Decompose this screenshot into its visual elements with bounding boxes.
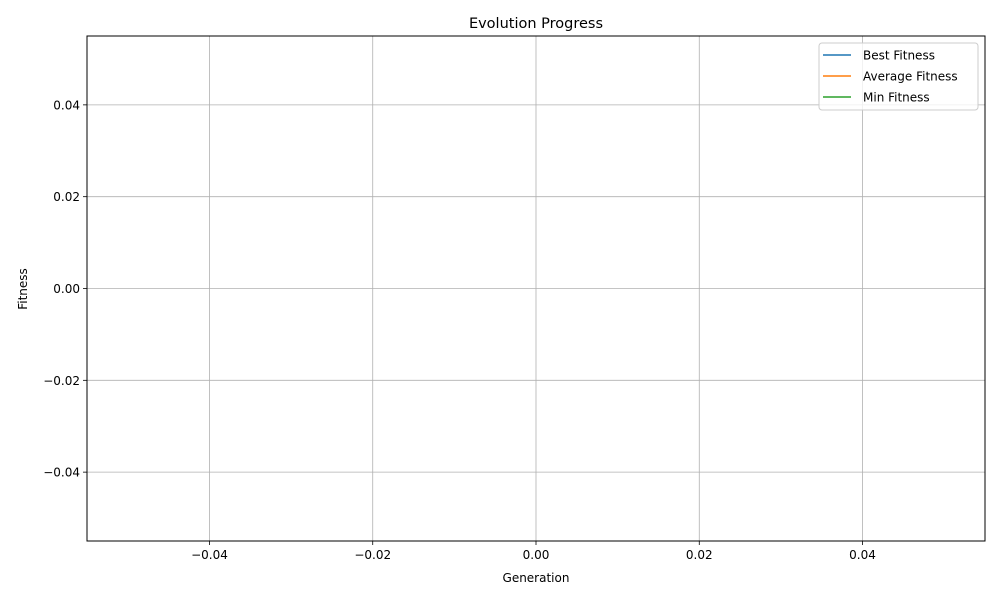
y-tick-label: −0.04: [43, 466, 80, 480]
x-tick-label: 0.02: [686, 548, 713, 562]
x-axis-label: Generation: [503, 571, 570, 585]
grid: [87, 36, 985, 541]
x-tick-label: −0.04: [191, 548, 228, 562]
legend-label: Min Fitness: [863, 91, 930, 105]
y-tick-label: 0.00: [53, 282, 80, 296]
x-tick-label: 0.04: [849, 548, 876, 562]
legend-box: [818, 42, 979, 111]
legend-label: Best Fitness: [863, 49, 935, 63]
y-axis-label: Fitness: [16, 268, 30, 310]
chart-title: Evolution Progress: [469, 16, 603, 32]
legend: Best Fitness Average Fitness Min Fitness: [818, 42, 979, 111]
y-axis-ticks: −0.04 −0.02 0.00 0.02 0.04: [43, 98, 87, 480]
y-tick-label: 0.02: [53, 190, 80, 204]
x-tick-label: −0.02: [354, 548, 391, 562]
y-tick-label: −0.02: [43, 374, 80, 388]
legend-label: Average Fitness: [863, 70, 958, 84]
legend-items: Best Fitness Average Fitness Min Fitness: [823, 49, 958, 105]
x-tick-label: 0.00: [523, 548, 550, 562]
x-axis-ticks: −0.04 −0.02 0.00 0.02 0.04: [191, 541, 876, 562]
y-tick-label: 0.04: [53, 98, 80, 112]
